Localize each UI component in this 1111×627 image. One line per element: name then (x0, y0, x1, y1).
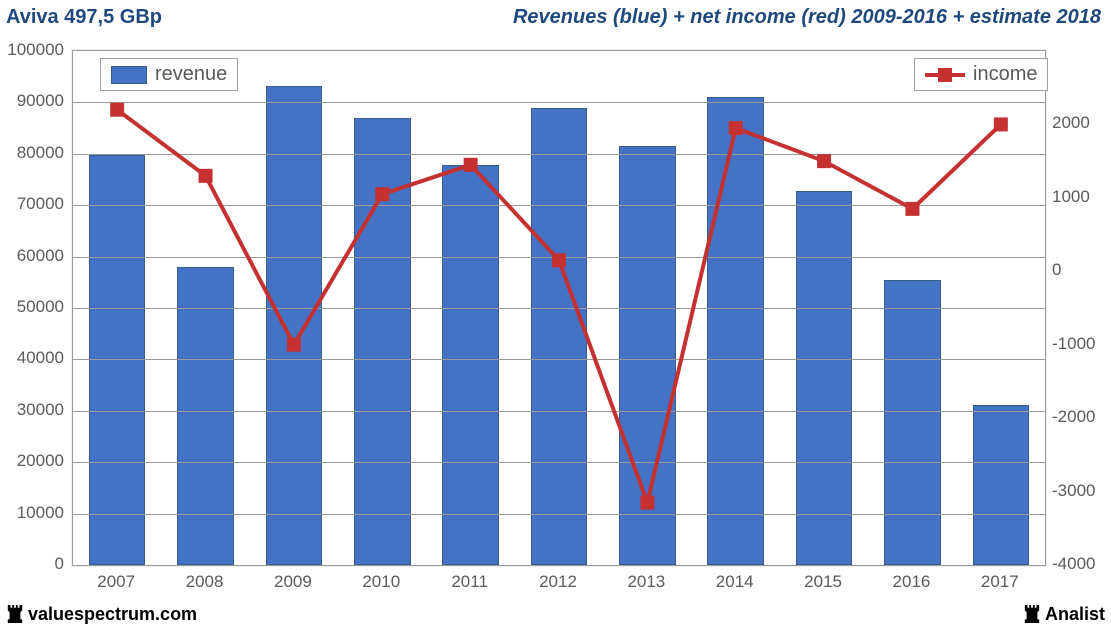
legend-revenue: revenue (100, 58, 238, 91)
y-left-tick-label: 40000 (0, 348, 64, 368)
plot-area (72, 50, 1046, 566)
grid-line (73, 359, 1045, 360)
bar (531, 108, 588, 565)
y-right-tick-label: -4000 (1052, 554, 1095, 574)
legend-revenue-label: revenue (155, 63, 227, 86)
footer-left-text: valuespectrum.com (28, 604, 197, 625)
bar (266, 86, 323, 565)
y-left-tick-label: 80000 (0, 143, 64, 163)
grid-line (73, 154, 1045, 155)
chart-container: Aviva 497,5 GBp Revenues (blue) + net in… (0, 0, 1111, 627)
grid-line (73, 308, 1045, 309)
chart-title-left: Aviva 497,5 GBp (6, 6, 162, 29)
grid-line (73, 257, 1045, 258)
bar (354, 118, 411, 565)
x-tick-label: 2010 (337, 572, 425, 592)
y-right-tick-label: -2000 (1052, 407, 1095, 427)
y-right-tick-label: -3000 (1052, 481, 1095, 501)
grid-line (73, 514, 1045, 515)
bar (177, 267, 234, 565)
legend-income-label: income (973, 63, 1037, 86)
y-right-tick-label: 2000 (1052, 113, 1090, 133)
legend-income-swatch (925, 66, 965, 84)
footer-right-text: Analist (1045, 604, 1105, 625)
x-tick-label: 2016 (867, 572, 955, 592)
y-right-tick-label: 0 (1052, 260, 1061, 280)
bar (707, 97, 764, 565)
y-left-tick-label: 0 (0, 554, 64, 574)
y-left-tick-label: 100000 (0, 40, 64, 60)
x-tick-label: 2017 (956, 572, 1044, 592)
income-marker (905, 202, 919, 216)
footer-left: valuespectrum.com (6, 603, 197, 625)
y-left-tick-label: 70000 (0, 194, 64, 214)
x-tick-label: 2013 (602, 572, 690, 592)
x-tick-label: 2015 (779, 572, 867, 592)
rook-icon (6, 603, 24, 625)
y-left-tick-label: 10000 (0, 503, 64, 523)
legend-income: income (914, 58, 1048, 91)
y-right-tick-label: -1000 (1052, 334, 1095, 354)
x-tick-label: 2011 (425, 572, 513, 592)
footer-bar: valuespectrum.com Analist (0, 601, 1111, 627)
income-marker (110, 103, 124, 117)
y-left-tick-label: 90000 (0, 91, 64, 111)
income-marker (817, 154, 831, 168)
footer-right: Analist (1023, 603, 1105, 625)
rook-icon (1023, 603, 1041, 625)
title-bar: Aviva 497,5 GBp Revenues (blue) + net in… (0, 0, 1111, 34)
grid-line (73, 411, 1045, 412)
y-left-tick-label: 20000 (0, 451, 64, 471)
bar (619, 146, 676, 565)
y-right-tick-label: 1000 (1052, 187, 1090, 207)
grid-line (73, 102, 1045, 103)
income-marker (199, 169, 213, 183)
bar (442, 165, 499, 565)
bar (796, 191, 853, 565)
bar (973, 405, 1030, 565)
y-left-tick-label: 50000 (0, 297, 64, 317)
grid-line (73, 462, 1045, 463)
x-tick-label: 2012 (514, 572, 602, 592)
x-tick-label: 2007 (72, 572, 160, 592)
legend-revenue-swatch (111, 66, 147, 84)
y-left-tick-label: 60000 (0, 246, 64, 266)
x-tick-label: 2014 (691, 572, 779, 592)
chart-title-right: Revenues (blue) + net income (red) 2009-… (513, 6, 1101, 29)
x-tick-label: 2009 (249, 572, 337, 592)
bar (884, 280, 941, 565)
x-tick-label: 2008 (160, 572, 248, 592)
y-left-tick-label: 30000 (0, 400, 64, 420)
income-marker (994, 117, 1008, 131)
grid-line (73, 205, 1045, 206)
